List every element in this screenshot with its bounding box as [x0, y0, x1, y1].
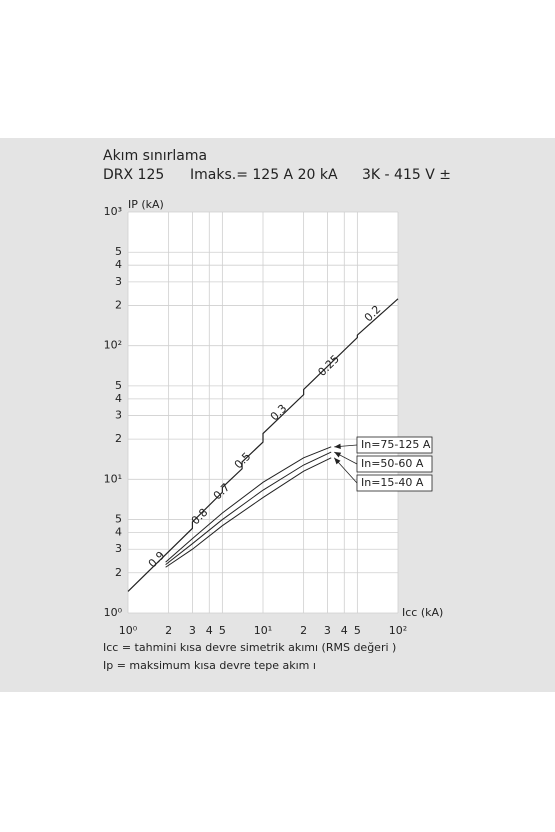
x-tick-label: 10² — [389, 624, 407, 637]
y-tick-label: 3 — [115, 542, 122, 555]
x-tick-label: 5 — [354, 624, 361, 637]
y-tick-label: 2 — [115, 432, 122, 445]
note: Ip = maksimum kısa devre tepe akım ı — [103, 659, 316, 672]
y-tick-label: 3 — [115, 409, 122, 422]
y-tick-label: 10³ — [104, 205, 122, 218]
y-tick-label: 10⁰ — [104, 606, 123, 619]
legend-label: In=75-125 A — [361, 438, 431, 451]
y-tick-label: 10¹ — [104, 472, 122, 485]
arrow-head — [334, 457, 341, 465]
x-tick-label: 5 — [219, 624, 226, 637]
y-tick-label: 4 — [115, 526, 122, 539]
note: Icc = tahmini kısa devre simetrik akımı … — [103, 641, 396, 654]
y-tick-label: 5 — [115, 513, 122, 526]
y-tick-label: 10² — [104, 339, 122, 352]
y-axis-label: IP (kA) — [128, 198, 164, 211]
x-tick-label: 3 — [324, 624, 331, 637]
y-tick-label: 4 — [115, 258, 122, 271]
x-tick-label: 4 — [206, 624, 213, 637]
y-tick-label: 2 — [115, 566, 122, 579]
series-line — [165, 446, 332, 563]
x-tick-label: 3 — [189, 624, 196, 637]
legend-label: In=15-40 A — [361, 476, 424, 489]
subtitle: DRX 125 — [103, 167, 164, 183]
x-tick-label: 4 — [341, 624, 348, 637]
peak-line — [127, 298, 399, 592]
legend-label: In=50-60 A — [361, 457, 424, 470]
arrow-head — [334, 443, 341, 450]
y-tick-label: 2 — [115, 298, 122, 311]
x-tick-label: 2 — [165, 624, 172, 637]
subtitle: 3K - 415 V ± — [362, 167, 451, 183]
y-tick-label: 5 — [115, 245, 122, 258]
x-tick-label: 2 — [300, 624, 307, 637]
x-tick-label: 10⁰ — [119, 624, 138, 637]
x-tick-label: 10¹ — [254, 624, 272, 637]
chart-title: Akım sınırlama — [103, 148, 207, 164]
y-tick-label: 4 — [115, 392, 122, 405]
series-line — [165, 451, 332, 566]
subtitle: Imaks.= 125 A 20 kA — [190, 167, 338, 183]
x-axis-label: Icc (kA) — [402, 606, 443, 619]
y-tick-label: 5 — [115, 379, 122, 392]
series-line — [165, 457, 332, 568]
arrow-head — [334, 452, 342, 458]
y-tick-label: 3 — [115, 275, 122, 288]
